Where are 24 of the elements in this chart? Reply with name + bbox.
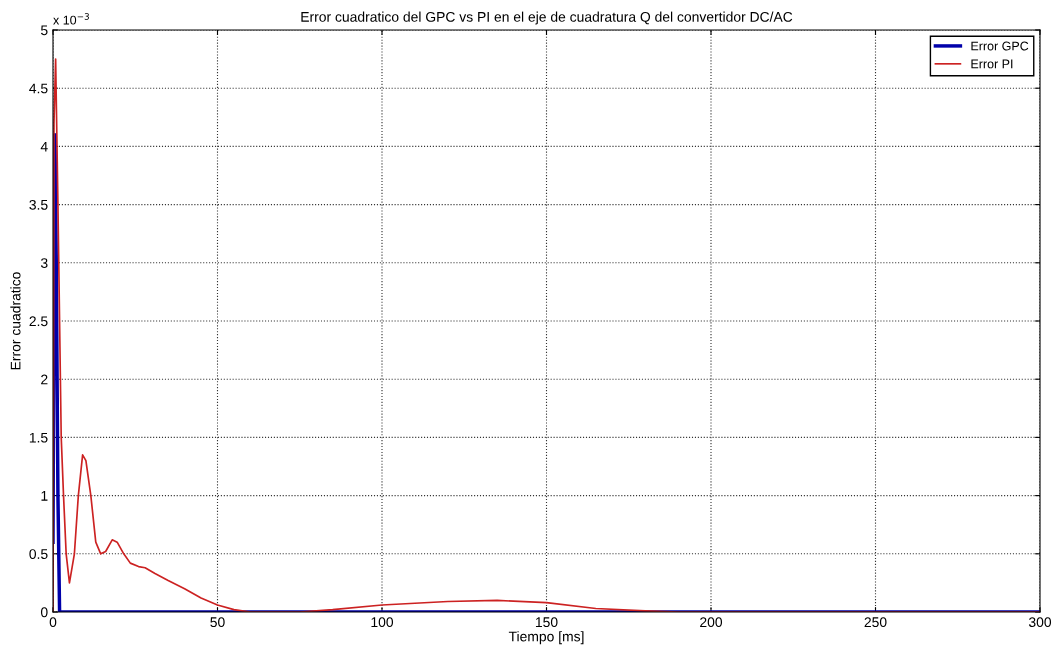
x-tick-label: 200 — [700, 617, 723, 628]
y-tick-label: 4 — [40, 141, 48, 152]
chart-title: Error cuadratico del GPC vs PI en el eje de cuadratura Q del convertidor DC/AC — [301, 11, 793, 25]
y-axis-title: Error cuadratico — [10, 272, 21, 370]
x-tick-label: 0 — [49, 617, 57, 628]
legend-label: Error PI — [971, 59, 1013, 69]
legend-label: Error GPC — [971, 41, 1029, 51]
y-tick-label: 1 — [41, 491, 48, 501]
x-tick-label: 250 — [864, 617, 887, 628]
y-tick-label: 4.5 — [29, 83, 48, 94]
y-tick-label: 0 — [40, 607, 48, 618]
y-tick-label: 3.5 — [29, 199, 48, 210]
y-tick-label: 1.5 — [29, 432, 48, 443]
x-axis-title: Tiempo [ms] — [508, 631, 584, 645]
y-tick-label: 2.5 — [29, 316, 48, 327]
x-tick-label: 100 — [371, 617, 394, 628]
text: x 10$^{−3}$ — [53, 13, 89, 25]
y-tick-label: 0.5 — [29, 549, 48, 559]
y-tick-label: 5 — [40, 25, 48, 36]
x-tick-label: 150 — [535, 617, 558, 628]
x-tick-label: 300 — [1028, 617, 1052, 628]
y-tick-label: 2 — [41, 374, 48, 385]
y-tick-label: 3 — [40, 258, 48, 268]
x-tick-label: 50 — [210, 617, 225, 628]
